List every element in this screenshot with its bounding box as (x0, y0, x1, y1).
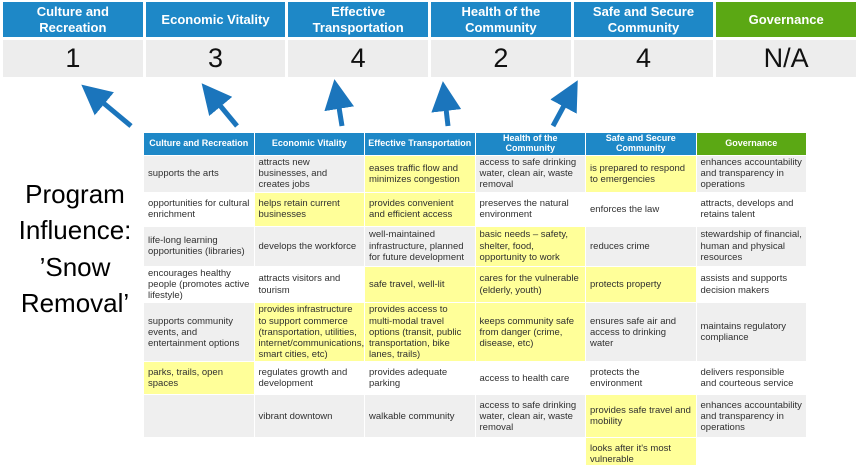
matrix-row-4: encourages healthy people (promotes acti… (144, 266, 806, 303)
matrix-cell-governance-r7: enhances accountability and transparency… (696, 395, 806, 438)
matrix-cell-governance-r5: maintains regulatory compliance (696, 303, 806, 362)
matrix-header-economic-vitality: Economic Vitality (254, 133, 364, 155)
matrix-cell-effective-transportation-r7: walkable community (365, 395, 475, 438)
influence-score-culture-and-recreation: 1 (3, 40, 143, 77)
matrix-header-governance: Governance (696, 133, 806, 155)
influence-score-effective-transportation: 4 (288, 40, 428, 77)
matrix-cell-culture-and-recreation-r1: supports the arts (144, 155, 254, 192)
matrix-cell-economic-vitality-r4: attracts visitors and tourism (254, 266, 364, 303)
matrix-cell-effective-transportation-r1: eases traffic flow and minimizes congest… (365, 155, 475, 192)
matrix-cell-economic-vitality-r8 (254, 438, 364, 465)
matrix-cell-governance-r8 (696, 438, 806, 465)
matrix-cell-governance-r4: assists and supports decision makers (696, 266, 806, 303)
influence-score-health-of-the-community: 2 (431, 40, 571, 77)
arrow-health-of-the-community (431, 81, 462, 127)
matrix-row-6: parks, trails, open spaces regulates grow… (144, 362, 806, 395)
matrix-cell-health-of-the-community-r3: basic needs – safety, shelter, food, opp… (475, 226, 585, 266)
matrix-header-health-of-the-community: Health of the Community (475, 133, 585, 155)
category-header-health-of-the-community: Health of the Community (431, 2, 571, 37)
arrow-safe-and-secure-community (550, 80, 578, 128)
matrix-cell-culture-and-recreation-r3: life-long learning opportunities (librar… (144, 226, 254, 266)
matrix-cell-effective-transportation-r4: safe travel, well-lit (365, 266, 475, 303)
matrix-cell-safe-and-secure-community-r2: enforces the law (586, 192, 696, 226)
arrow-economic-vitality (201, 83, 239, 128)
matrix-cell-effective-transportation-r3: well-maintained infrastructure, planned … (365, 226, 475, 266)
influence-score-governance: N/A (716, 40, 856, 77)
matrix-row-3: life-long learning opportunities (librar… (144, 226, 806, 266)
matrix-cell-safe-and-secure-community-r8: looks after it's most vulnerable (586, 438, 696, 465)
matrix-cell-governance-r6: delivers responsible and courteous servi… (696, 362, 806, 395)
matrix-cell-culture-and-recreation-r5: supports community events, and entertain… (144, 303, 254, 362)
influence-score-safe-and-secure-community: 4 (573, 40, 714, 77)
matrix-cell-governance-r2: attracts, develops and retains talent (696, 192, 806, 226)
matrix-header-safe-and-secure-community: Safe and Secure Community (586, 133, 696, 155)
matrix-header-culture-and-recreation: Culture and Recreation (144, 133, 254, 155)
category-header-safe-and-secure-community: Safe and Secure Community (573, 2, 714, 37)
matrix-header-row: Culture and Recreation Economic Vitality E… (144, 133, 806, 155)
matrix-cell-governance-r1: enhances accountability and transparency… (696, 155, 806, 192)
matrix-cell-effective-transportation-r8 (365, 438, 475, 465)
matrix-row-8: looks after it's most vulnerable (144, 438, 806, 465)
matrix-cell-safe-and-secure-community-r1: is prepared to respond to emergencies (586, 155, 696, 192)
matrix-cell-culture-and-recreation-r6: parks, trails, open spaces (144, 362, 254, 395)
matrix-cell-economic-vitality-r2: helps retain current businesses (254, 192, 364, 226)
matrix-header-effective-transportation: Effective Transportation (365, 133, 475, 155)
arrow-culture-and-recreation (81, 84, 133, 128)
matrix-cell-economic-vitality-r1: attracts new businesses, and creates job… (254, 155, 364, 192)
matrix-cell-safe-and-secure-community-r4: protects property (586, 266, 696, 303)
matrix-cell-effective-transportation-r2: provides convenient and efficient access (365, 192, 475, 226)
arrow-effective-transportation (324, 79, 355, 127)
matrix-cell-safe-and-secure-community-r3: reduces crime (586, 226, 696, 266)
influence-matrix: Culture and Recreation Economic Vitality E… (143, 132, 807, 465)
matrix-cell-safe-and-secure-community-r5: ensures safe air and access to drinking … (586, 303, 696, 362)
influence-matrix-wrap: Culture and Recreation Economic Vitality E… (143, 132, 807, 465)
matrix-cell-governance-r3: stewardship of financial, human and phys… (696, 226, 806, 266)
matrix-cell-health-of-the-community-r2: preserves the natural environment (475, 192, 585, 226)
matrix-cell-health-of-the-community-r8 (475, 438, 585, 465)
matrix-cell-economic-vitality-r5: provides infrastructure to support comme… (254, 303, 364, 362)
matrix-cell-health-of-the-community-r4: cares for the vulnerable (elderly, youth… (475, 266, 585, 303)
matrix-cell-health-of-the-community-r5: keeps community safe from danger (crime,… (475, 303, 585, 362)
matrix-row-1: supports the arts attracts new businesses… (144, 155, 806, 192)
matrix-cell-health-of-the-community-r7: access to safe drinking water, clean air… (475, 395, 585, 438)
matrix-cell-culture-and-recreation-r7 (144, 395, 254, 438)
matrix-row-5: supports community events, and entertain… (144, 303, 806, 362)
influence-score-economic-vitality: 3 (145, 40, 286, 77)
matrix-cell-safe-and-secure-community-r7: provides safe travel and mobility (586, 395, 696, 438)
matrix-cell-health-of-the-community-r6: access to health care (475, 362, 585, 395)
program-influence-title: Program Influence: ’Snow Removal’ (18, 179, 132, 319)
matrix-row-2: opportunities for cultural enrichment hel… (144, 192, 806, 226)
matrix-cell-economic-vitality-r7: vibrant downtown (254, 395, 364, 438)
matrix-cell-culture-and-recreation-r8 (144, 438, 254, 465)
arrows-overlay (81, 79, 578, 128)
matrix-cell-economic-vitality-r3: develops the workforce (254, 226, 364, 266)
matrix-row-7: vibrant downtown walkable community access… (144, 395, 806, 438)
matrix-cell-effective-transportation-r6: provides adequate parking (365, 362, 475, 395)
matrix-cell-effective-transportation-r5: provides access to multi-modal travel op… (365, 303, 475, 362)
matrix-cell-culture-and-recreation-r2: opportunities for cultural enrichment (144, 192, 254, 226)
category-header-effective-transportation: Effective Transportation (288, 2, 428, 37)
scoreboard-header-row: Culture and Recreation Economic Vitality E… (3, 2, 856, 37)
matrix-cell-safe-and-secure-community-r6: protects the environment (586, 362, 696, 395)
category-header-economic-vitality: Economic Vitality (145, 2, 286, 37)
category-header-governance: Governance (716, 2, 856, 37)
scoreboard-number-row: 1 3 4 2 4 N/A (3, 40, 856, 77)
matrix-cell-health-of-the-community-r1: access to safe drinking water, clean air… (475, 155, 585, 192)
matrix-cell-economic-vitality-r6: regulates growth and development (254, 362, 364, 395)
category-header-culture-and-recreation: Culture and Recreation (3, 2, 143, 37)
matrix-cell-culture-and-recreation-r4: encourages healthy people (promotes acti… (144, 266, 254, 303)
